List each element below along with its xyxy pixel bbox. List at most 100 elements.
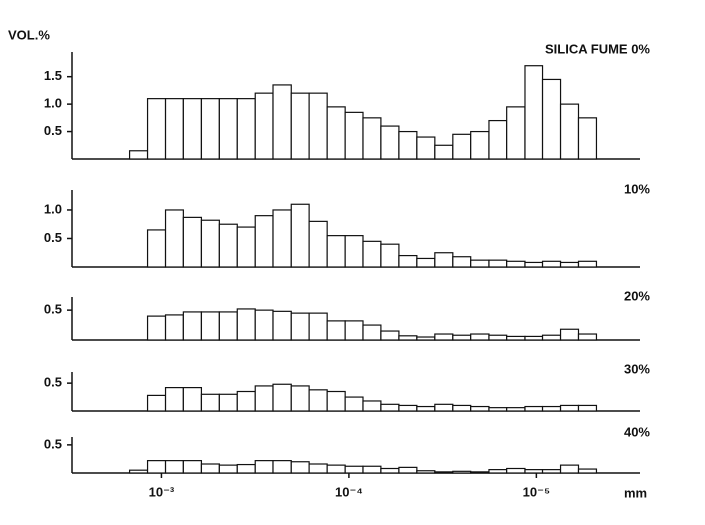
bar [398,466,418,474]
panel-title: SILICA FUME 0% [545,41,650,56]
bar [236,390,256,412]
bar [577,404,598,412]
bar [254,460,274,474]
y-tick-label: 1.0 [44,201,62,216]
bar [488,259,508,268]
bar [164,209,184,268]
bar [488,469,508,474]
bar [290,312,310,341]
bar [416,470,436,474]
bar [506,407,526,412]
bar [326,464,346,474]
bar [146,98,167,160]
bar [416,257,436,268]
bar [559,103,580,160]
bar [218,223,238,268]
bar [541,260,562,268]
bar [290,92,310,160]
bar [344,111,364,160]
bar [416,336,436,341]
bar [380,403,400,412]
bar [470,333,490,341]
bar [236,308,256,341]
bar [146,460,167,474]
bar [272,460,292,474]
bar [308,312,328,341]
panel-title: 40% [624,424,650,439]
bar [541,334,562,341]
bar [308,220,328,268]
bar [488,407,508,412]
bar [200,393,220,412]
bar [559,261,580,268]
x-tick-label: 10⁻⁵ [523,484,550,499]
bar [326,320,346,341]
bar [326,106,346,160]
bar [452,470,472,474]
bar [146,229,167,268]
bar [470,259,490,268]
bar [182,216,203,268]
bar [577,117,598,160]
bar [182,98,203,160]
bar [488,334,508,341]
bar [380,243,400,268]
x-tick-label: 10⁻⁴ [335,484,363,499]
bar [559,464,580,474]
bar [200,463,220,474]
bar [254,309,274,341]
panel-title: 10% [624,181,650,196]
bar [326,235,346,268]
bar [416,405,436,412]
bar [452,404,472,412]
bar [452,133,472,160]
bar [218,393,238,412]
bar [380,467,400,474]
bar [290,203,310,268]
bar [362,324,382,341]
bar [452,334,472,341]
bar [577,468,598,474]
y-axis-label: VOL.% [8,27,50,42]
bar [308,463,328,474]
bar [236,463,256,474]
bar [398,254,418,268]
bar [434,333,454,341]
bar [362,400,382,412]
bar [254,92,274,160]
y-tick-label: 0.5 [44,436,62,451]
bar [218,311,238,341]
bar [218,98,238,160]
bar [506,260,526,268]
bar [182,311,203,341]
bar [362,465,382,474]
bar [128,469,149,474]
bar [541,78,562,160]
bar [452,256,472,268]
bar [470,130,490,160]
bar [272,383,292,412]
bar [182,460,203,474]
bar [236,98,256,160]
bar [164,98,184,160]
bar [290,385,310,412]
bar [506,106,526,160]
y-tick-label: 0.5 [44,375,62,390]
bar [290,461,310,474]
bar [577,260,598,268]
bar [362,240,382,268]
bar [344,396,364,412]
bar [344,235,364,268]
bar [182,387,203,412]
bar [164,387,184,412]
bar [398,130,418,160]
bar [434,252,454,268]
panel-title: 20% [624,288,650,303]
bar [236,226,256,268]
bar [272,84,292,160]
bar [146,394,167,412]
bar [380,125,400,160]
bar [308,92,328,160]
panel-title: 30% [624,361,650,376]
bar [344,465,364,474]
